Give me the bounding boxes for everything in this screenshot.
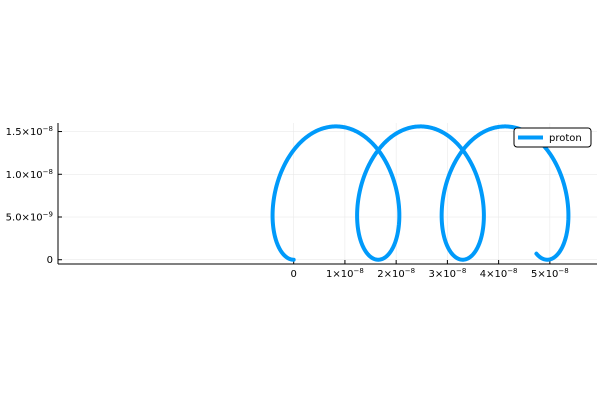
x-tick-label: 5×10−8 [531, 267, 569, 280]
x-tick-label: 0 [290, 269, 296, 280]
legend-label-proton: proton [549, 133, 582, 144]
y-tick-label: 1.5×10−8 [6, 125, 53, 138]
y-tick-label: 0 [47, 255, 53, 266]
y-tick-label: 1.0×10−8 [6, 168, 53, 181]
x-tick-label: 1×10−8 [326, 267, 364, 280]
x-tick-labels: 0 1×10−8 2×10−8 3×10−8 4×10−8 5×10−8 [290, 260, 568, 280]
y-tick-label: 5.0×10−9 [6, 211, 53, 224]
x-tick-label: 4×10−8 [480, 267, 518, 280]
legend: proton [514, 128, 591, 147]
y-tick-labels: 0 5.0×10−9 1.0×10−8 1.5×10−8 [6, 125, 62, 266]
x-tick-label: 3×10−8 [428, 267, 466, 280]
x-tick-label: 2×10−8 [377, 267, 415, 280]
